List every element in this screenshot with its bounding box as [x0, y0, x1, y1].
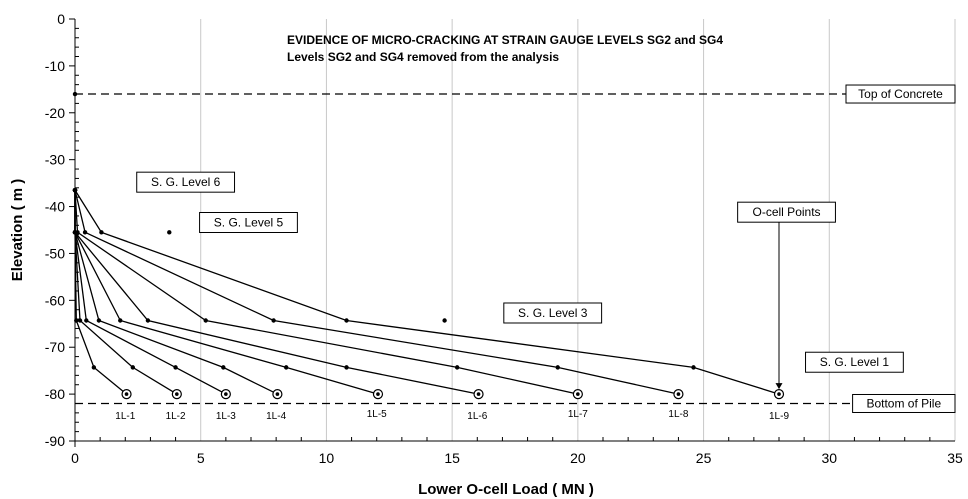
- o-cell-arrow-head: [775, 383, 783, 390]
- o-cell-point-center: [376, 392, 380, 396]
- data-point: [82, 230, 88, 235]
- data-point: [91, 365, 97, 370]
- y-tick-label: -80: [45, 386, 65, 402]
- data-point: [75, 230, 80, 235]
- chart-title-line-2: Levels SG2 and SG4 removed from the anal…: [287, 50, 559, 64]
- series-lines: [74, 189, 780, 395]
- o-cell-point-center: [777, 392, 781, 396]
- series-line-1l-2: [74, 190, 178, 395]
- x-tick-label: 20: [570, 450, 586, 466]
- o-cell-point-center: [576, 392, 580, 396]
- tick-labels: 0 5 10 15 20 25 30 35 0 -10 -20 -30 -40 -50 -60 -70 -80 -…: [45, 11, 963, 466]
- data-point: [344, 365, 349, 370]
- y-tick-label: -90: [45, 433, 65, 449]
- o-cell-points-annotation: O-cell Points: [753, 205, 821, 219]
- series-label-1l-5: 1L-5: [367, 409, 387, 420]
- data-point: [555, 365, 560, 370]
- o-cell-point-center: [476, 392, 481, 396]
- chart-title-line-1: EVIDENCE OF MICRO-CRACKING AT STRAIN GAU…: [287, 33, 723, 47]
- data-point: [167, 230, 172, 235]
- data-point: [344, 318, 349, 323]
- bottom-of-pile-box: [852, 393, 956, 413]
- data-point: [130, 365, 136, 370]
- o-cell-point-center: [124, 392, 129, 396]
- x-tick-label: 25: [696, 450, 712, 466]
- s-g-level-6-annotation: S. G. Level 6: [151, 175, 221, 189]
- o-cell-point-center: [224, 392, 228, 396]
- data-point: [118, 318, 123, 323]
- y-tick-label: -10: [45, 58, 65, 74]
- data-point: [145, 318, 151, 323]
- y-tick-label: -50: [45, 245, 65, 261]
- data-point: [203, 318, 208, 323]
- reference-lines: Top of Concrete Bottom of Pile: [75, 84, 956, 413]
- top-of-concrete-box: [845, 84, 956, 104]
- series-label-1l-7: 1L-7: [568, 409, 588, 420]
- x-axis-title: Lower O-cell Load ( MN ): [418, 481, 594, 498]
- data-point: [84, 318, 89, 323]
- s-g-level-5-annotation: S. G. Level 5: [214, 215, 284, 229]
- x-tick-label: 0: [71, 450, 79, 466]
- data-point: [271, 318, 276, 323]
- o-cell-point-center: [676, 392, 681, 396]
- annotations: S. G. Level 6 S. G. Level 5 S. G. Level 3 S…: [136, 171, 904, 390]
- y-tick-label: -30: [45, 152, 65, 168]
- x-tick-label: 10: [319, 450, 335, 466]
- x-tick-label: 35: [947, 450, 963, 466]
- s-g-level-3-box: [503, 302, 603, 324]
- series-label-1l-6: 1L-6: [467, 411, 487, 422]
- gridlines: [200, 19, 956, 441]
- top-of-concrete-label: Top of Concrete: [858, 87, 943, 101]
- series-label-1l-4: 1L-4: [266, 411, 286, 422]
- s-g-level-6-box: [136, 171, 236, 193]
- data-point: [691, 365, 696, 370]
- series-label-1l-9: 1L-9: [769, 411, 789, 422]
- series-label-1l-1: 1L-1: [115, 411, 135, 422]
- bottom-of-pile-label: Bottom of Pile: [866, 396, 941, 410]
- series-label-1l-2: 1L-2: [166, 411, 186, 422]
- s-g-level-1-box: [805, 351, 904, 373]
- data-point: [454, 365, 460, 370]
- series-label-1l-8: 1L-8: [668, 409, 688, 420]
- y-tick-label: -40: [45, 199, 65, 215]
- data-point: [442, 318, 447, 323]
- x-tick-label: 5: [197, 450, 205, 466]
- data-points: [72, 91, 785, 400]
- data-point: [173, 365, 178, 370]
- o-cell-point-center: [175, 392, 179, 396]
- series-line-1l-9: [74, 189, 780, 395]
- data-point: [221, 365, 226, 370]
- x-tick-label: 30: [821, 450, 837, 466]
- y-tick-label: 0: [57, 11, 65, 27]
- s-g-level-5-box: [199, 211, 298, 233]
- o-cell-point-center: [275, 392, 280, 396]
- series-label-1l-3: 1L-3: [216, 411, 236, 422]
- o-cell-points-box: [737, 201, 836, 223]
- axes: [69, 18, 955, 447]
- data-point: [96, 318, 102, 323]
- y-tick-label: -20: [45, 105, 65, 121]
- x-tick-label: 15: [444, 450, 460, 466]
- s-g-level-3-annotation: S. G. Level 3: [518, 306, 588, 320]
- y-axis-title: Elevation ( m ): [9, 179, 26, 282]
- data-point: [284, 365, 289, 370]
- y-tick-label: -70: [45, 339, 65, 355]
- s-g-level-1-annotation: S. G. Level 1: [820, 355, 890, 369]
- data-point: [99, 230, 104, 235]
- y-tick-label: -60: [45, 292, 65, 308]
